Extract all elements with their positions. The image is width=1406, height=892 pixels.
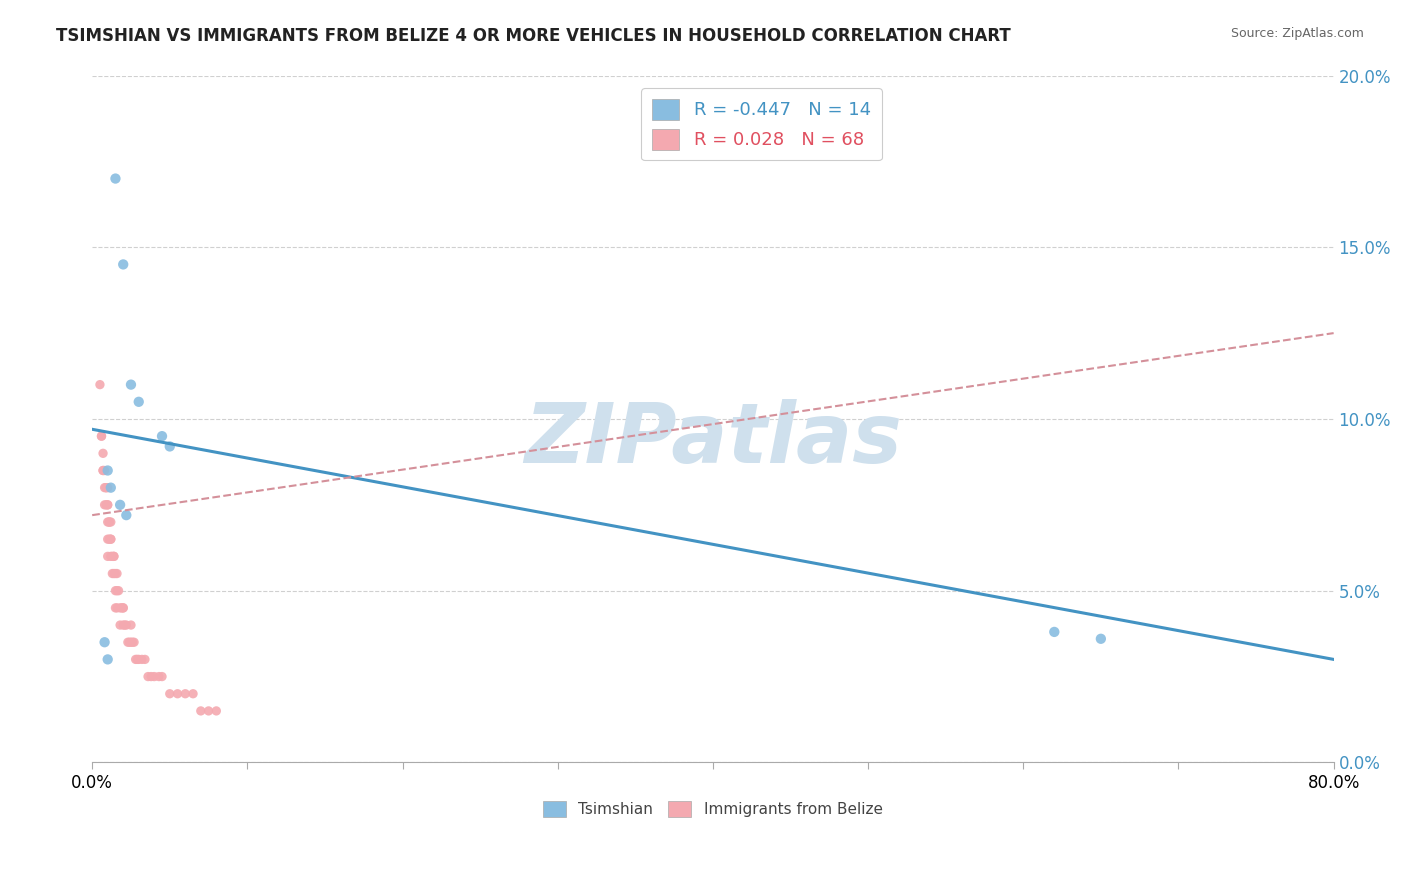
Point	[100, 532, 122, 546]
Point	[1090, 632, 1112, 646]
Point	[97, 652, 120, 666]
Point	[98, 515, 121, 529]
Point	[100, 481, 122, 495]
Point	[108, 618, 131, 632]
Point	[101, 549, 124, 564]
Point	[105, 566, 128, 581]
Point	[143, 669, 166, 683]
Point	[115, 618, 138, 632]
Point	[112, 618, 135, 632]
Point	[131, 652, 153, 666]
Point	[90, 429, 112, 443]
Point	[101, 566, 124, 581]
Point	[205, 704, 228, 718]
Point	[1043, 624, 1066, 639]
Point	[93, 498, 115, 512]
Point	[105, 600, 128, 615]
Point	[103, 549, 125, 564]
Legend: Tsimshian, Immigrants from Belize: Tsimshian, Immigrants from Belize	[537, 796, 889, 823]
Point	[91, 463, 114, 477]
Point	[141, 669, 163, 683]
Point	[93, 635, 115, 649]
Point	[108, 498, 131, 512]
Point	[128, 652, 150, 666]
Point	[124, 652, 146, 666]
Point	[174, 687, 197, 701]
Point	[108, 600, 131, 615]
Point	[91, 446, 114, 460]
Text: ZIPatlas: ZIPatlas	[524, 399, 901, 480]
Point	[107, 583, 129, 598]
Point	[118, 635, 141, 649]
Point	[112, 257, 135, 271]
Point	[181, 687, 204, 701]
Point	[97, 498, 120, 512]
Point	[166, 687, 188, 701]
Point	[159, 440, 181, 454]
Point	[150, 669, 173, 683]
Point	[190, 704, 212, 718]
Point	[91, 463, 114, 477]
Point	[105, 583, 128, 598]
Point	[98, 532, 121, 546]
Point	[197, 704, 219, 718]
Point	[117, 635, 139, 649]
Point	[94, 481, 117, 495]
Point	[93, 481, 115, 495]
Point	[121, 635, 143, 649]
Point	[97, 498, 120, 512]
Point	[120, 635, 142, 649]
Point	[97, 549, 120, 564]
Point	[127, 652, 149, 666]
Point	[104, 171, 127, 186]
Point	[134, 652, 156, 666]
Point	[120, 618, 142, 632]
Point	[136, 669, 159, 683]
Point	[112, 600, 135, 615]
Point	[97, 463, 120, 477]
Point	[97, 481, 120, 495]
Point	[115, 508, 138, 523]
Point	[112, 600, 135, 615]
Point	[103, 566, 125, 581]
Point	[104, 600, 127, 615]
Point	[148, 669, 170, 683]
Point	[103, 549, 125, 564]
Point	[114, 618, 136, 632]
Point	[128, 394, 150, 409]
Point	[122, 635, 145, 649]
Point	[89, 377, 111, 392]
Point	[94, 481, 117, 495]
Point	[150, 429, 173, 443]
Text: Source: ZipAtlas.com: Source: ZipAtlas.com	[1230, 27, 1364, 40]
Point	[98, 515, 121, 529]
Point	[93, 463, 115, 477]
Point	[104, 566, 127, 581]
Point	[100, 515, 122, 529]
Point	[104, 583, 127, 598]
Point	[90, 429, 112, 443]
Point	[159, 687, 181, 701]
Point	[100, 532, 122, 546]
Point	[120, 377, 142, 392]
Point	[100, 549, 122, 564]
Point	[97, 515, 120, 529]
Point	[94, 498, 117, 512]
Point	[111, 600, 134, 615]
Text: TSIMSHIAN VS IMMIGRANTS FROM BELIZE 4 OR MORE VEHICLES IN HOUSEHOLD CORRELATION : TSIMSHIAN VS IMMIGRANTS FROM BELIZE 4 OR…	[56, 27, 1011, 45]
Point	[97, 532, 120, 546]
